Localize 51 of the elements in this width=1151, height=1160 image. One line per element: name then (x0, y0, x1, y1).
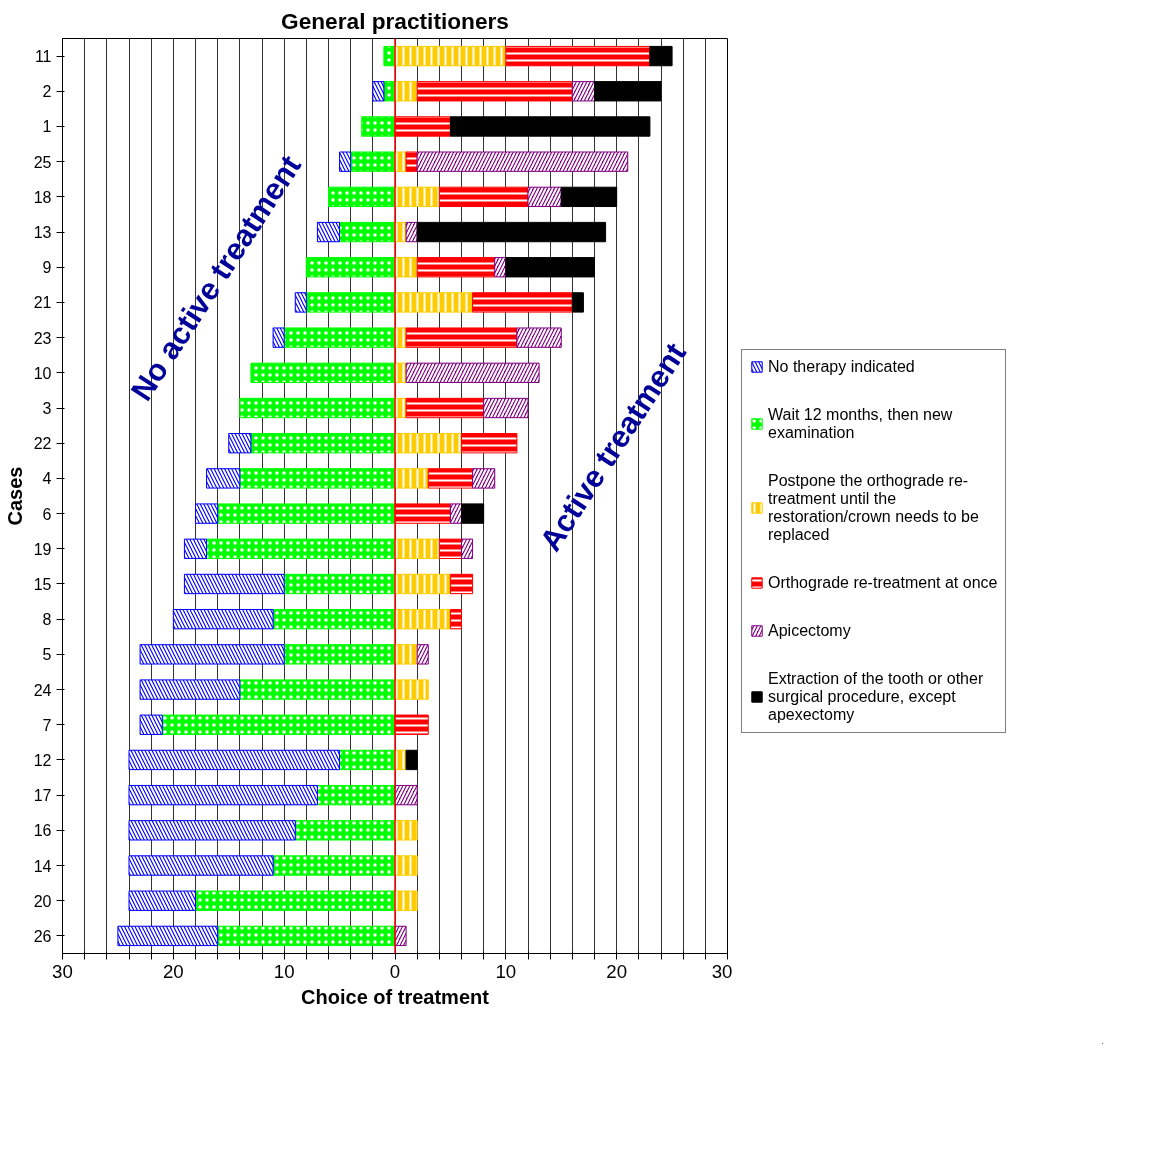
y-tick-label: 9 (42, 259, 52, 277)
bar (461, 503, 485, 524)
bar (649, 45, 673, 67)
y-tick-label: 6 (42, 505, 52, 523)
legend-label: Apicectomy (768, 621, 851, 640)
y-tick-label: 17 (33, 787, 52, 805)
bar (594, 81, 662, 102)
y-tick-label: 21 (33, 294, 52, 312)
legend-label: Extraction of the tooth or other surgical procedure, except apexectomy (768, 669, 984, 724)
y-tick-label: 15 (33, 575, 52, 593)
x-tick-label: 20 (606, 960, 628, 982)
y-tick-label: 25 (33, 153, 52, 171)
y-tick-label: 24 (33, 681, 52, 699)
y-tick-label: 3 (42, 400, 52, 418)
bar (571, 292, 584, 313)
x-axis-title: Choice of treatment (301, 985, 490, 1008)
bar (505, 257, 595, 278)
legend-label: Postpone the orthograde re-treatment until the restoration/crown needs to be replaced (768, 471, 979, 544)
y-tick-label: 8 (42, 611, 52, 629)
y-tick-label: 2 (42, 83, 52, 101)
y-tick-label: 13 (33, 224, 52, 242)
bar (449, 116, 651, 137)
y-tick-label: 14 (33, 857, 52, 875)
x-tick-label: 10 (495, 960, 517, 982)
y-axis-title: Cases (3, 466, 26, 526)
x-tick-label: 0 (389, 960, 401, 982)
y-tick-label: 22 (33, 435, 52, 453)
x-tick-label: 30 (711, 960, 733, 982)
x-tick-label: 10 (273, 960, 295, 982)
bar (560, 186, 618, 208)
y-tick-label: 1 (42, 118, 52, 136)
y-tick-label: 23 (33, 329, 52, 347)
y-tick-label: 20 (33, 892, 52, 910)
y-tick-label: 7 (42, 716, 52, 734)
x-tick-label: 20 (162, 960, 184, 982)
bar (405, 749, 418, 771)
y-tick-label: 4 (42, 470, 52, 488)
legend-label: Orthograde re-treatment at once (768, 573, 998, 592)
legend-label: Wait 12 months, then new examination (768, 405, 953, 442)
y-tick-label: 12 (33, 751, 52, 769)
y-tick-label: 10 (33, 364, 52, 382)
y-tick-label: 19 (33, 540, 52, 558)
y-tick-label: 11 (34, 48, 52, 66)
y-tick-label: 16 (33, 822, 52, 840)
y-tick-label: 5 (42, 646, 52, 664)
y-tick-label: 26 (33, 927, 52, 945)
y-tick-label: 18 (33, 188, 52, 206)
legend-label: No therapy indicated (768, 357, 915, 376)
x-tick-label: 30 (52, 960, 73, 982)
bar (416, 221, 607, 243)
chart-title: General practitioners (281, 7, 509, 34)
